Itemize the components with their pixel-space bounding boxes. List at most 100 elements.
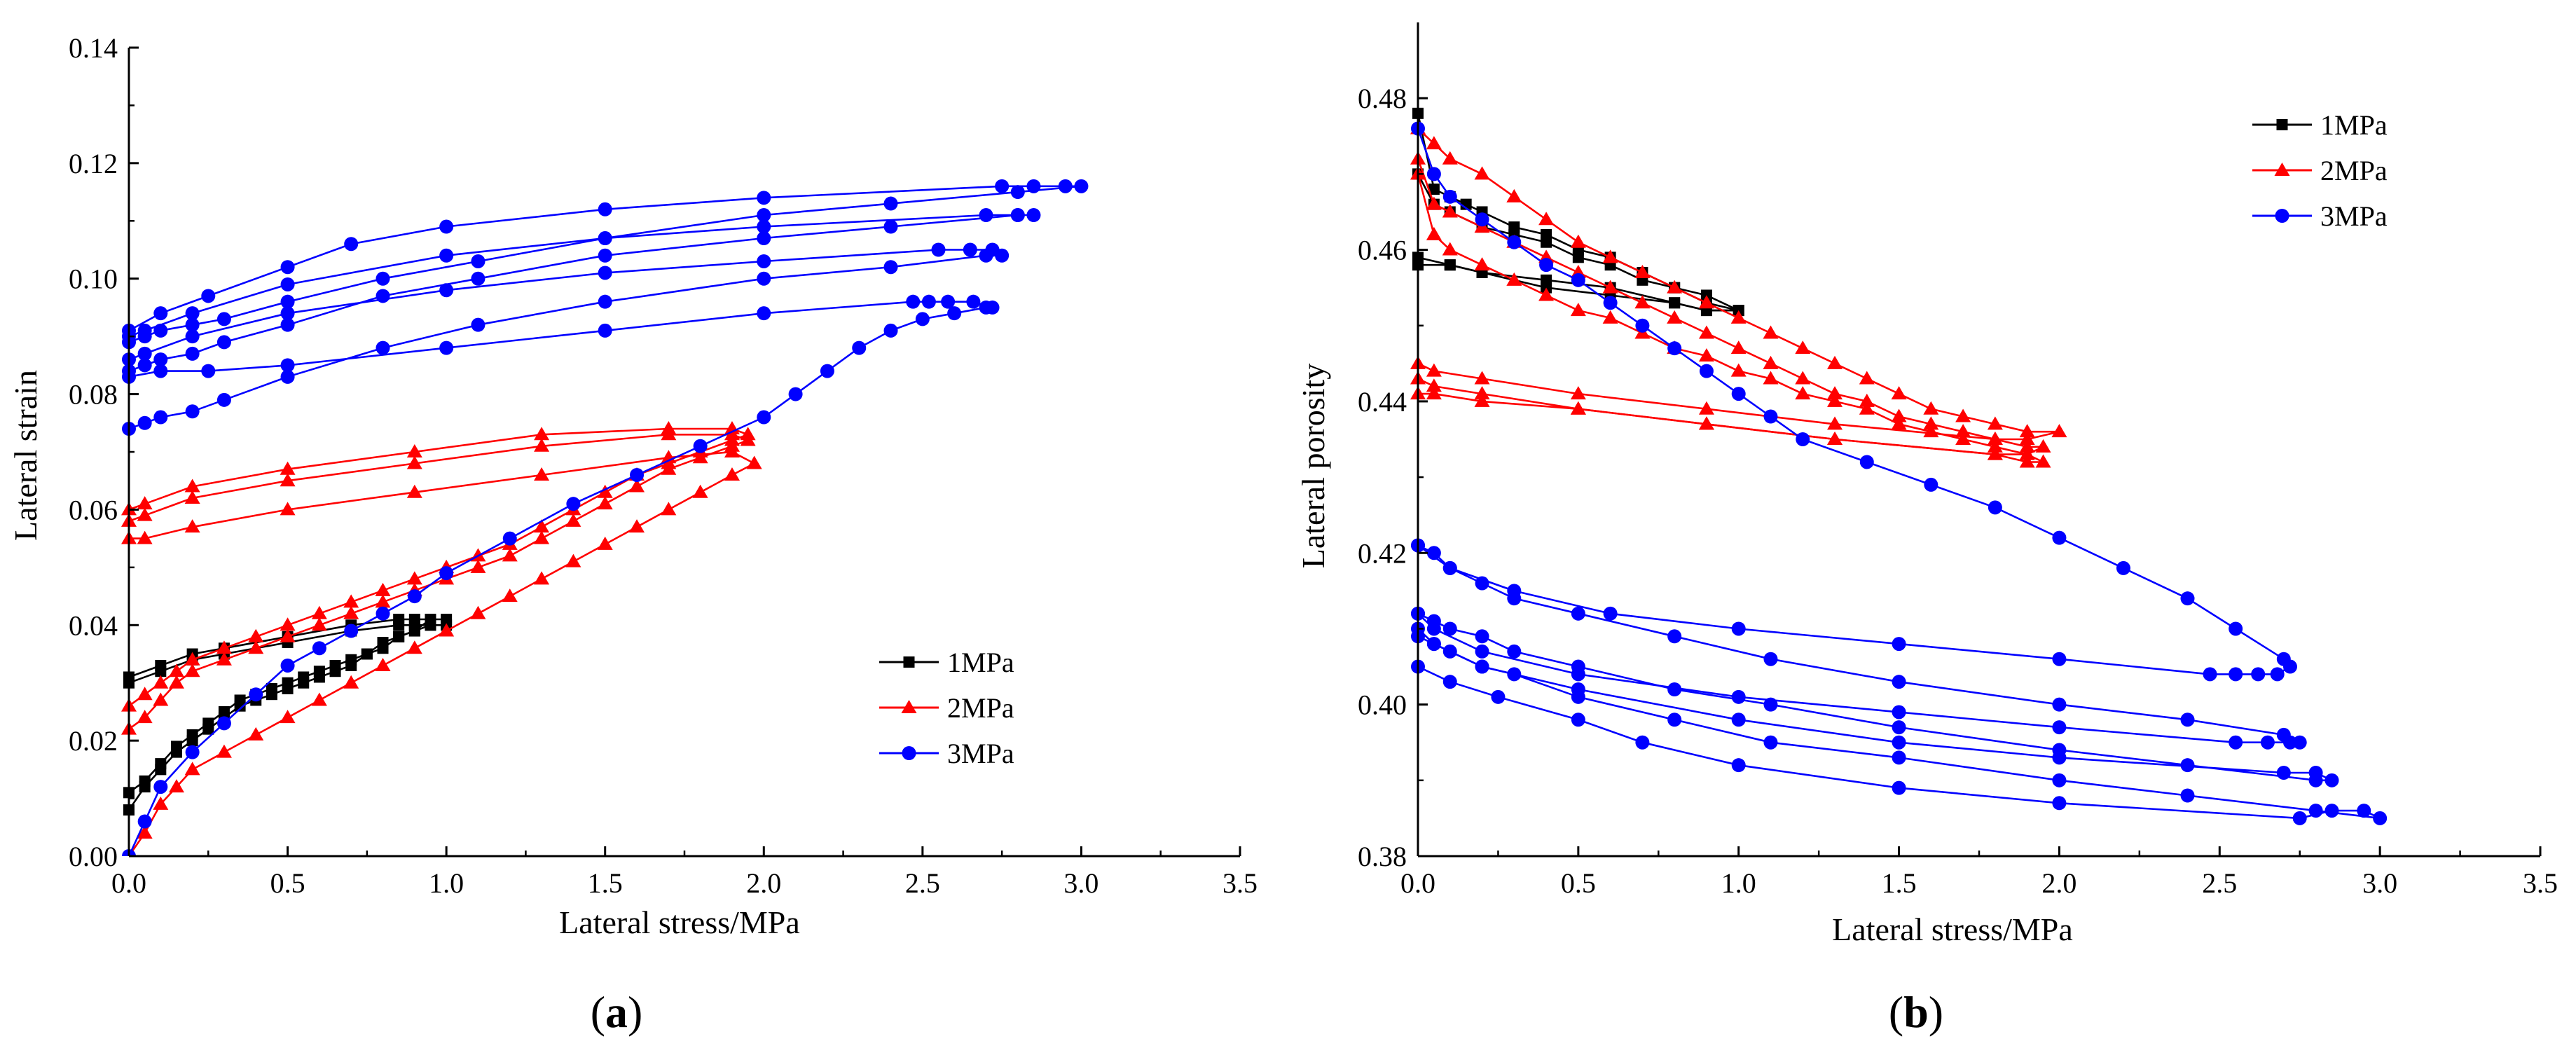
series-3mpa-point (137, 329, 152, 344)
series-1mpa-point (425, 614, 436, 626)
series-3mpa-point (947, 306, 962, 321)
series-3mpa-point (280, 277, 295, 291)
series-2mpa-point (343, 594, 359, 608)
series-3mpa-point (1475, 576, 1489, 591)
series-2mpa-loop-3-line (1417, 174, 2044, 463)
panel-a-strain-chart: 0.0 0.5 1.0 1.5 2.0 2.5 3.0 3.5 0.00 0.02 0.04 0.06… (8, 32, 1258, 1037)
series-2mpa-point (1987, 446, 2003, 460)
series-2mpa-point (248, 727, 264, 741)
series-2mpa-point (1474, 257, 1490, 271)
panel-a-x-axis-label: Lateral stress/MPa (559, 904, 800, 940)
series-3mpa-point (216, 312, 231, 326)
series-2mpa-point (184, 479, 200, 493)
series-1mpa-point (1669, 297, 1681, 309)
series-3mpa-point (915, 312, 930, 326)
panel-b-y-axis-label: Lateral porosity (1295, 364, 1331, 569)
y-tick-label: 0.08 (69, 379, 118, 411)
y-tick-label: 0.40 (1358, 689, 1407, 721)
y-tick-label: 0.46 (1358, 235, 1407, 266)
series-2mpa-point (1955, 424, 1971, 438)
series-1mpa-point (441, 614, 453, 626)
series-3mpa-point (757, 271, 771, 286)
series-2mpa-point (280, 628, 296, 642)
series-3mpa-point (471, 254, 485, 268)
series-3mpa-point (185, 745, 200, 759)
series-3mpa-point (1475, 629, 1489, 644)
series-3mpa-point (1507, 591, 1522, 606)
series-2mpa-point (1426, 226, 1442, 240)
series-2mpa-point (248, 640, 264, 654)
series-3mpa-point (979, 208, 993, 223)
series-3mpa-point (439, 248, 454, 263)
series-2mpa-point (1827, 416, 1843, 430)
series-2mpa-point (1923, 424, 1939, 438)
series-3mpa-point (1603, 606, 1618, 621)
series-1mpa-point (1541, 236, 1552, 248)
series-3mpa-point (280, 658, 295, 673)
series-3mpa-point (2373, 811, 2388, 825)
series-2mpa-point (1827, 386, 1843, 400)
x-tick-label: 1.0 (1721, 867, 1756, 899)
series-2mpa-point (1442, 242, 1458, 256)
x-tick-label: 1.0 (429, 867, 464, 899)
series-3mpa-point (2052, 530, 2067, 545)
series-2mpa-point (597, 496, 613, 510)
series-1mpa-point (1572, 252, 1584, 263)
series-3mpa-point (598, 266, 612, 280)
series-2mpa-point (406, 484, 422, 498)
series-2mpa-point (1763, 325, 1779, 339)
series-3mpa-point (883, 196, 898, 211)
series-2mpa-point (280, 473, 296, 487)
series-2mpa-point (629, 519, 645, 533)
series-3mpa-point (2324, 804, 2339, 818)
series-2mpa-point (1859, 371, 1875, 385)
series-2mpa-point (1634, 295, 1651, 309)
series-2mpa-point (406, 571, 422, 585)
series-3mpa-point (941, 294, 956, 309)
series-2mpa-point (1698, 325, 1714, 339)
series-2mpa-point (1730, 363, 1747, 377)
x-tick-label: 1.5 (1882, 867, 1917, 899)
legend-entry-1mpa: 1MPa (879, 647, 1014, 678)
series-2mpa-point (1474, 393, 1490, 407)
series-3mpa-point (598, 323, 612, 338)
y-tick-label: 0.48 (1358, 83, 1407, 114)
series-1mpa-point (202, 717, 214, 729)
series-3mpa-point (216, 716, 231, 731)
series-2mpa-point (1955, 432, 1971, 445)
legend-marker-2mpa (901, 700, 917, 713)
series-3mpa-point (966, 294, 981, 309)
series-2mpa-point (1667, 310, 1683, 324)
series-3mpa-point (757, 254, 771, 268)
series-2mpa-point (1474, 386, 1490, 400)
series-3mpa-point (598, 202, 612, 216)
series-2mpa-point (2051, 424, 2067, 438)
y-tick-label: 0.38 (1358, 841, 1407, 872)
series-2mpa-point (597, 536, 613, 550)
series-3mpa-point (1571, 713, 1585, 727)
series-3mpa-point (1731, 758, 1746, 773)
series-3mpa-point (2324, 773, 2339, 787)
series-3mpa-point (630, 467, 645, 482)
series-3mpa-point (1507, 667, 1522, 682)
series-3mpa-point (985, 242, 1000, 257)
series-2mpa-point (184, 490, 200, 504)
series-2mpa-point (1730, 340, 1747, 355)
legend-marker-1mpa (2276, 119, 2288, 130)
series-2mpa-point (137, 507, 153, 521)
panel-b-label: (b) (1889, 987, 1943, 1037)
series-3mpa-point (153, 323, 168, 338)
series-3mpa-point (502, 531, 517, 546)
series-3mpa-point (1491, 689, 1506, 704)
legend-marker-2mpa (2274, 163, 2290, 176)
series-3mpa-point (1603, 296, 1618, 310)
series-3mpa-point (2308, 766, 2323, 780)
series-3mpa-point (883, 323, 898, 338)
series-2mpa-point (1570, 401, 1586, 415)
series-3mpa-point (598, 248, 612, 263)
series-3mpa-loop-3-line (1417, 612, 2333, 782)
x-tick-label: 3.5 (1222, 867, 1258, 899)
series-3mpa-point (1763, 409, 1778, 424)
series-3mpa-point (1892, 675, 1906, 689)
